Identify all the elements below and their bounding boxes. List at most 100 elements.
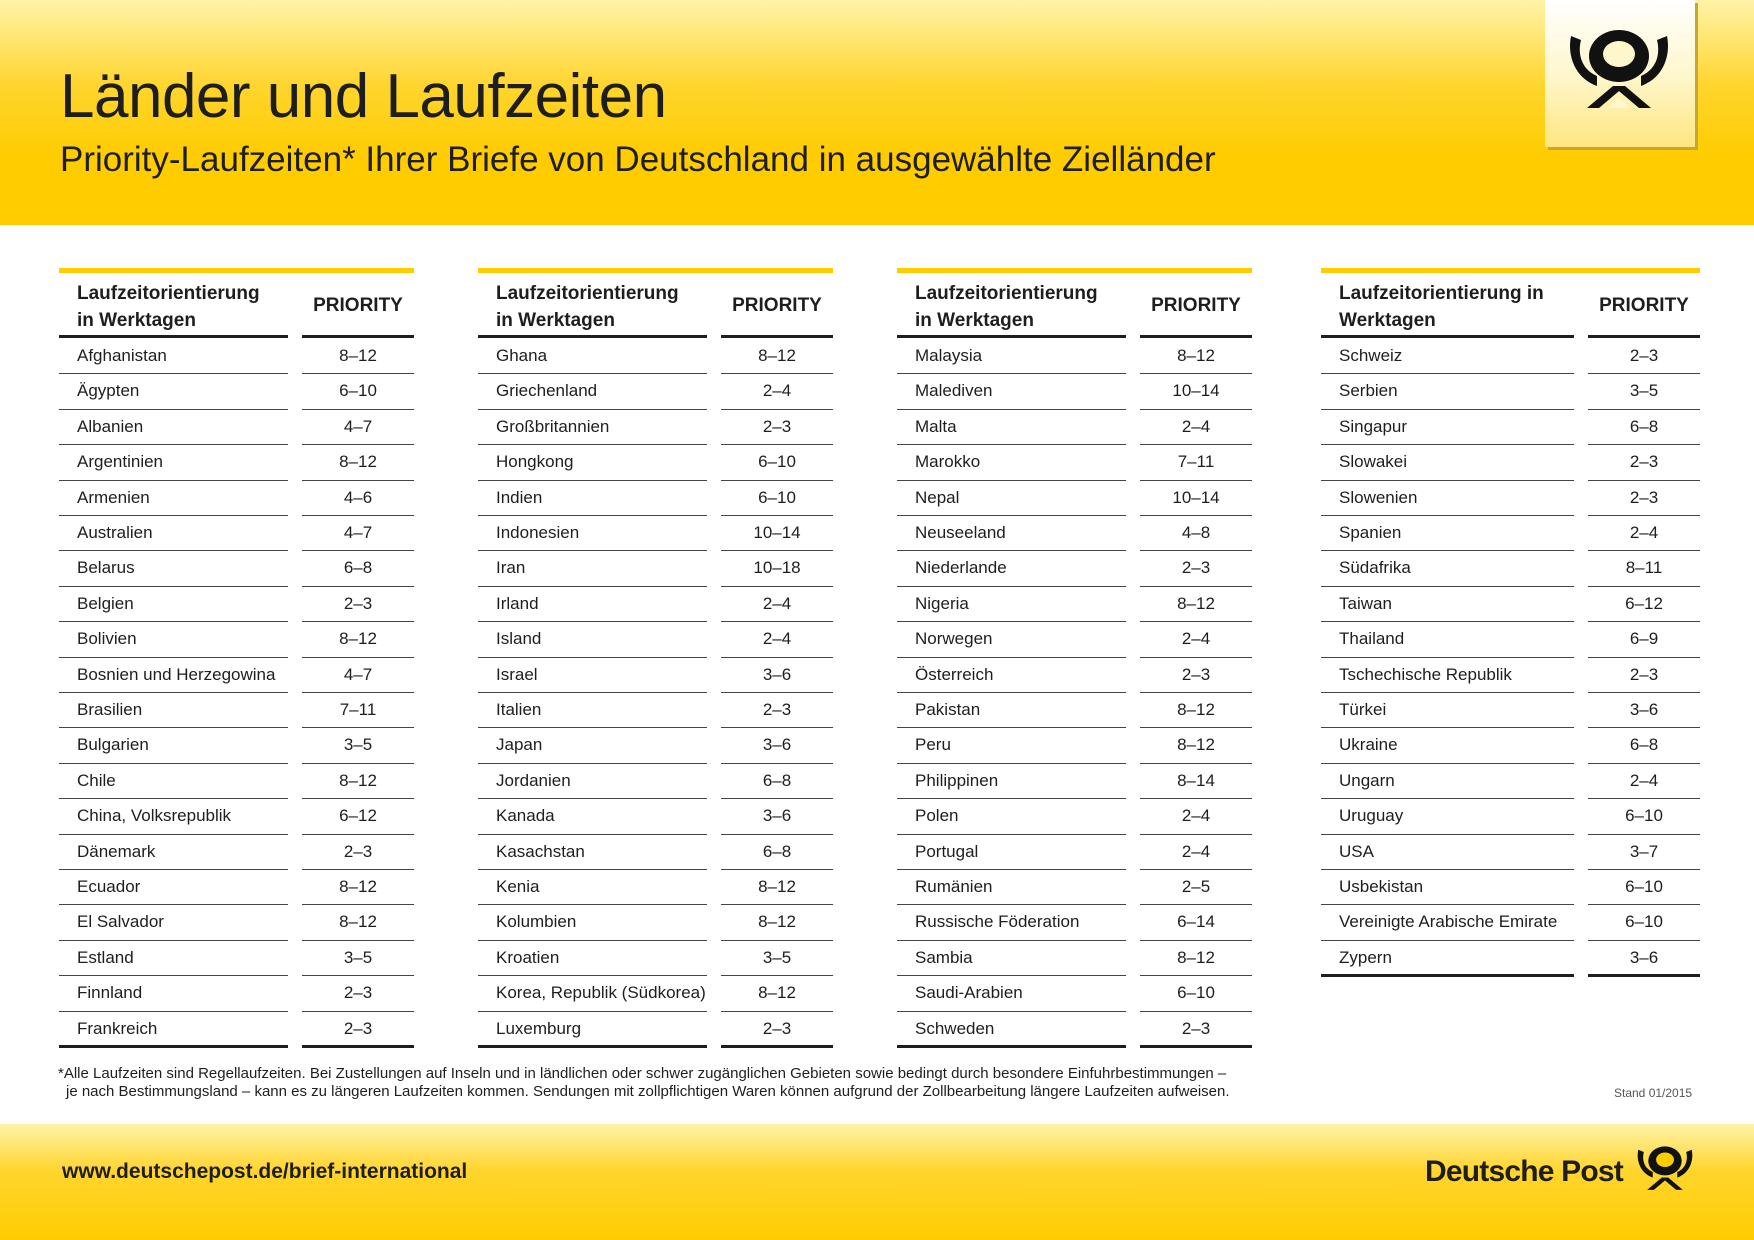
table-row: Russische Föderation 6–14 (897, 905, 1252, 941)
stand-date: Stand 01/2015 (1614, 1086, 1693, 1100)
country-name: Spanien (1339, 523, 1402, 542)
table-row: Marokko 7–11 (897, 445, 1252, 481)
row-rule (897, 868, 1126, 870)
row-rule (59, 939, 288, 941)
row-rule (59, 1010, 288, 1012)
country-name: Russische Föderation (915, 912, 1080, 932)
country-name: Irland (496, 593, 539, 613)
row-rule (1321, 656, 1574, 658)
table-row: Kasachstan 6–8 (478, 835, 833, 870)
table-row: Irland 2–4 (478, 587, 833, 623)
column-header-line-1: Laufzeitorientierung (496, 283, 679, 304)
country-name: Türkei (1339, 700, 1387, 719)
priority-value: 8–12 (758, 983, 796, 1003)
row-rule (1588, 974, 1700, 978)
row-rule (302, 621, 414, 623)
priority-value: 6–8 (343, 558, 373, 578)
row-rule (1588, 408, 1700, 410)
table-row: Tschechische Republik 2–3 (1321, 658, 1700, 693)
country-name: Schweiz (1339, 346, 1403, 365)
row-rule (1588, 798, 1700, 800)
table-row: Philippinen 8–14 (897, 764, 1252, 800)
priority-value: 6–8 (1629, 735, 1659, 755)
table-row: Sambia 8–12 (897, 941, 1252, 977)
country-name: Philippinen (915, 770, 999, 790)
header-rule (1321, 335, 1574, 338)
header-rule (478, 335, 707, 338)
table-row: Kolumbien 8–12 (478, 905, 833, 941)
header-rule (721, 335, 833, 338)
row-rule (1321, 408, 1574, 410)
row-rule (721, 762, 833, 764)
country-name: Jordanien (496, 770, 571, 790)
row-rule (59, 550, 288, 552)
row-rule (302, 514, 414, 516)
row-rule (1140, 621, 1252, 623)
priority-value: 4–8 (1181, 523, 1211, 542)
priority-value: 2–4 (1181, 841, 1211, 861)
row-rule (1588, 514, 1700, 516)
row-rule (897, 444, 1126, 446)
row-rule (302, 833, 414, 835)
row-rule (1140, 1044, 1252, 1048)
country-name: Niederlande (915, 558, 1007, 578)
country-name: Thailand (1339, 629, 1405, 649)
priority-value: 7–11 (339, 700, 377, 719)
row-rule (721, 656, 833, 658)
row-rule (897, 762, 1126, 764)
row-rule (897, 621, 1126, 623)
row-rule (302, 691, 414, 693)
priority-value: 6–9 (1629, 629, 1659, 649)
country-name: Ungarn (1339, 770, 1395, 790)
row-rule (302, 1010, 414, 1012)
header-rule (1588, 335, 1700, 338)
priority-value: 6–12 (339, 806, 377, 826)
table-row: Großbritannien 2–3 (478, 410, 833, 446)
row-rule (1321, 904, 1574, 906)
table-row: China, Volksrepublik 6–12 (59, 799, 414, 835)
country-name: Pakistan (915, 700, 981, 719)
country-name: Griechenland (496, 381, 598, 401)
row-rule (1140, 1010, 1252, 1012)
country-name: Portugal (915, 841, 979, 861)
website-link[interactable]: www.deutschepost.de/brief-international (62, 1160, 468, 1183)
priority-value: 2–4 (762, 381, 792, 401)
country-name: Island (496, 629, 542, 649)
row-rule (59, 1044, 288, 1048)
row-rule (1321, 373, 1574, 375)
country-name: Slowakei (1339, 452, 1408, 472)
footer-band (0, 1124, 1754, 1240)
row-rule (1140, 975, 1252, 977)
row-rule (897, 691, 1126, 693)
priority-value: 6–14 (1177, 912, 1215, 932)
priority-value: 2–5 (1181, 877, 1211, 896)
row-rule (1140, 727, 1252, 729)
priority-value: 7–11 (1177, 452, 1215, 472)
column-header-label: Laufzeitorientierung in Werktagen (496, 280, 679, 334)
country-name: Finnland (77, 983, 143, 1003)
row-rule (1140, 656, 1252, 658)
row-rule (721, 479, 833, 481)
priority-value: 8–12 (339, 912, 377, 932)
priority-value: 3–6 (762, 664, 792, 684)
row-rule (897, 585, 1126, 587)
priority-value: 3–5 (1629, 381, 1659, 401)
table-row: Ecuador 8–12 (59, 870, 414, 906)
row-rule (897, 514, 1126, 516)
table-row: Malta 2–4 (897, 410, 1252, 446)
country-name: Malta (915, 416, 957, 436)
row-rule (1321, 691, 1574, 693)
row-rule (1588, 868, 1700, 870)
priority-value: 6–10 (758, 487, 796, 507)
row-rule (721, 868, 833, 870)
column-header-line-2: in Werktagen (77, 310, 196, 331)
country-name: Ecuador (77, 877, 141, 896)
country-name: Albanien (77, 416, 144, 436)
row-rule (59, 656, 288, 658)
priority-header: PRIORITY (732, 295, 822, 316)
table-row: Taiwan 6–12 (1321, 587, 1700, 623)
priority-value: 4–7 (343, 416, 373, 436)
table-row: Spanien 2–4 (1321, 516, 1700, 552)
column-header-line-2: in Werktagen (915, 310, 1034, 331)
priority-value: 3–6 (1629, 700, 1659, 719)
